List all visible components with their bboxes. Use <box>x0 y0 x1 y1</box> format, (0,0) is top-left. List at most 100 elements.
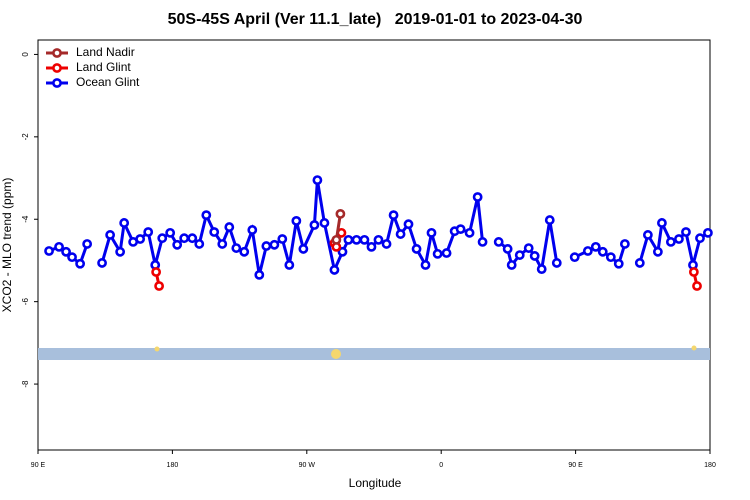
data-point <box>309 220 320 230</box>
data-point <box>105 230 116 240</box>
data-point <box>54 241 64 252</box>
data-point <box>477 237 488 247</box>
legend-label: Land Glint <box>76 60 131 74</box>
data-point <box>634 258 645 268</box>
data-point <box>441 248 452 258</box>
data-point <box>143 227 154 237</box>
data-point <box>157 233 168 244</box>
data-point <box>312 175 323 186</box>
data-point <box>61 246 71 257</box>
legend-label: Ocean Glint <box>76 75 140 89</box>
data-point <box>277 234 288 244</box>
plot-frame <box>37 39 711 451</box>
data-point <box>652 246 663 257</box>
data-point <box>119 218 130 228</box>
x-tick-label: 90 E <box>31 462 46 469</box>
data-point <box>247 225 258 235</box>
data-point <box>209 227 220 237</box>
data-point <box>597 246 608 257</box>
x-tick-label: 180 <box>704 462 716 469</box>
data-point <box>187 233 198 244</box>
x-axis-label: Longitude <box>349 476 402 490</box>
data-point <box>665 237 676 247</box>
land-spot <box>154 346 160 352</box>
data-point <box>331 234 342 245</box>
data-point <box>403 219 414 230</box>
data-point <box>44 246 54 256</box>
y-tick-label: -2 <box>21 133 30 141</box>
data-point <box>165 227 176 238</box>
data-point <box>619 239 630 249</box>
data-point <box>172 239 183 250</box>
x-tick-label: 180 <box>167 462 179 469</box>
data-point <box>231 243 242 253</box>
y-tick-label: -6 <box>21 298 30 306</box>
data-point <box>329 265 340 275</box>
data-point <box>681 227 691 237</box>
data-point <box>432 248 443 259</box>
data-point <box>115 246 126 257</box>
data-point <box>657 218 667 228</box>
data-point <box>544 215 555 225</box>
data-point <box>284 260 295 270</box>
data-point <box>351 234 362 245</box>
data-point <box>493 237 504 247</box>
map-strip <box>38 348 710 360</box>
land-spot <box>331 349 341 359</box>
legend-marker <box>52 63 62 73</box>
legend-marker <box>52 48 62 58</box>
data-point <box>523 243 534 253</box>
x-tick-label: 0 <box>439 462 443 469</box>
data-point <box>67 252 77 263</box>
data-point <box>201 210 212 221</box>
data-point <box>582 246 593 256</box>
data-point <box>217 239 228 249</box>
data-point <box>502 244 513 254</box>
data-point <box>395 229 406 239</box>
data-point <box>179 233 190 244</box>
data-point <box>298 244 309 254</box>
data-point <box>551 258 562 268</box>
data-point <box>472 192 483 202</box>
data-point <box>239 246 250 257</box>
data-point <box>590 241 601 252</box>
legend-label: Land Nadir <box>76 45 135 59</box>
data-point <box>366 241 377 252</box>
data-point <box>642 230 653 240</box>
data-point <box>455 224 466 235</box>
data-point <box>420 260 431 270</box>
data-point <box>135 234 146 244</box>
data-point <box>261 241 272 251</box>
data-point <box>319 218 330 228</box>
chart-title: 50S-45S April (Ver 11.1_late) 2019-01-01… <box>168 11 583 28</box>
y-tick-label: -4 <box>21 215 30 223</box>
data-point <box>343 234 354 245</box>
data-point <box>373 234 384 245</box>
data-point <box>506 260 517 270</box>
data-point <box>291 215 302 226</box>
data-point <box>536 264 547 275</box>
data-point <box>426 227 437 238</box>
data-point <box>381 239 392 249</box>
x-tick-label: 90 E <box>568 462 583 469</box>
data-point <box>75 258 86 269</box>
data-point <box>269 239 280 250</box>
data-point <box>359 234 370 245</box>
data-point <box>335 208 346 219</box>
data-point <box>254 269 265 280</box>
data-point <box>154 281 165 291</box>
data-point <box>703 227 713 238</box>
y-tick-label: -8 <box>21 380 30 388</box>
data-point <box>337 246 348 257</box>
data-point <box>605 252 616 263</box>
data-point <box>82 239 93 249</box>
data-point <box>411 244 422 254</box>
data-point <box>688 267 699 277</box>
data-point <box>674 234 684 244</box>
data-point <box>529 251 540 261</box>
data-point <box>194 239 205 249</box>
data-point <box>151 267 162 277</box>
data-point <box>695 233 705 244</box>
data-point <box>569 252 580 263</box>
